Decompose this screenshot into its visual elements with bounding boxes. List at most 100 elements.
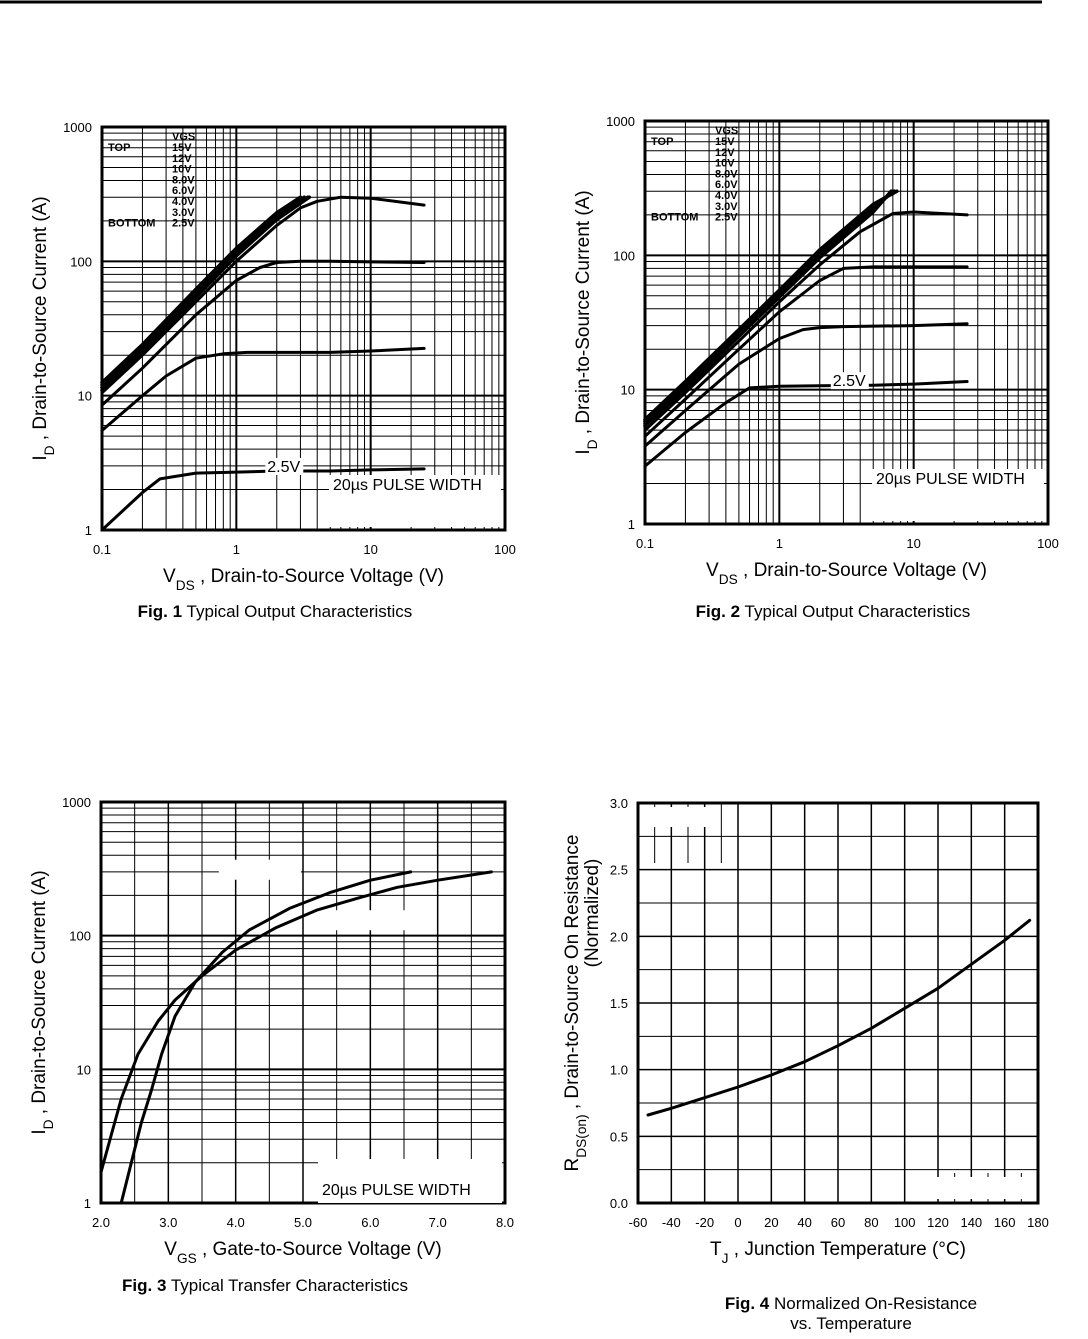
legend-entry: 6.0V [715, 179, 738, 191]
x-axis-label-sub: J [722, 1251, 729, 1266]
legend-entry: 10V [172, 164, 192, 176]
x-tick-label: 180 [1027, 1215, 1049, 1230]
caption-fig2-num: Fig. 2 [695, 602, 741, 621]
legend-top-label: TOP [108, 142, 130, 154]
legend-entry: 12V [715, 147, 735, 159]
x-tick-label: -20 [695, 1215, 714, 1230]
x-axis-label-main: T [710, 1239, 722, 1260]
grid [645, 121, 1048, 524]
series-line-4 [643, 210, 969, 432]
x-tick-label: 5.0 [294, 1215, 312, 1230]
y-axis-label-rest: , Drain-to-Source Current (A) [29, 870, 50, 1119]
chart-fig3: 2.0 3.0 4.0 5.0 6.0 7.0 8.0 1 10 100 1000 VGS , Gat… [29, 795, 514, 1266]
x-axis-label-sub: DS [719, 572, 738, 587]
x-tick-label: 3.0 [159, 1215, 177, 1230]
y-tick-label: 1 [628, 517, 635, 532]
y-tick-label: 100 [70, 254, 92, 269]
x-tick-label: 60 [831, 1215, 845, 1230]
plot-frame [643, 119, 1050, 526]
legend-bottom-label: BOTTOM [108, 218, 155, 230]
series-line-5 [100, 259, 426, 407]
grid [638, 803, 1038, 1203]
caption-fig1-num: Fig. 1 [137, 602, 183, 621]
y-tick-label: 0.0 [610, 1196, 628, 1211]
y-tick-label: 2.0 [610, 929, 628, 944]
plot-frame [636, 801, 1040, 1205]
x-tick-label: 0 [734, 1215, 741, 1230]
y-axis-label: ID , Drain-to-Source Current (A) [30, 196, 57, 460]
x-axis-label-main: V [163, 566, 176, 587]
grid [102, 127, 505, 530]
x-tick-label: 40 [797, 1215, 811, 1230]
x-tick-label: 2.0 [92, 1215, 110, 1230]
tj25-label-bg [218, 859, 301, 880]
y-tick-label: 10 [77, 1062, 91, 1077]
y-axis-label-main: I [29, 1129, 50, 1134]
pulse-box-bg [872, 469, 1044, 521]
legend-entry: 15V [715, 136, 735, 148]
x-tick-label: 20 [764, 1215, 778, 1230]
pulse-box-bg [329, 475, 501, 527]
caption-fig4-text: Normalized On-Resistance [774, 1294, 978, 1313]
x-tick-label: -40 [662, 1215, 681, 1230]
caption-fig1-text: Typical Output Characteristics [186, 602, 413, 621]
caption-fig2-text: Typical Output Characteristics [744, 602, 971, 621]
curve-label-bg [830, 372, 869, 390]
x-tick-label: 0.1 [636, 536, 654, 551]
legend-entry: 4.0V [715, 190, 738, 202]
x-axis-label: VDS , Drain-to-Source Voltage (V) [706, 560, 987, 587]
y-tick-label: 10 [78, 389, 92, 404]
x-axis-label-main: V [706, 560, 719, 581]
x-tick-label: 7.0 [429, 1215, 447, 1230]
caption-fig1: Fig. 1 Typical Output Characteristics [40, 602, 510, 622]
legend-entry: 8.0V [715, 168, 738, 180]
caption-fig3-text: Typical Transfer Characteristics [170, 1276, 408, 1295]
y-axis-label-sub: D [42, 445, 57, 455]
x-tick-label: 6.0 [361, 1215, 379, 1230]
y-tick-label: 1 [85, 523, 92, 538]
x-tick-label: 8.0 [496, 1215, 514, 1230]
legend-entry: 10V [715, 158, 735, 170]
x-tick-label: 120 [927, 1215, 949, 1230]
series-line-1 [99, 870, 493, 1174]
y-tick-label: 1 [84, 1196, 91, 1211]
x-axis-label-rest: , Drain-to-Source Voltage (V) [738, 560, 987, 581]
plot-frame [99, 800, 507, 1205]
tj175-label-bg [323, 910, 419, 931]
series-line-3 [643, 189, 893, 428]
y-axis-label-sub: D [585, 439, 600, 449]
x-tick-label: 80 [864, 1215, 878, 1230]
plot-frame [100, 125, 507, 532]
caption-fig2: Fig. 2 Typical Output Characteristics [598, 602, 1068, 622]
y-axis-label: ID , Drain-to-Source Current (A) [29, 870, 56, 1134]
legend-entry: 8.0V [172, 174, 195, 186]
y-tick-label: 1.5 [610, 996, 628, 1011]
curve-label-2v5: 2.5V [833, 373, 866, 390]
x-axis-label-sub: GS [177, 1251, 197, 1266]
caption-fig4-line2: vs. Temperature [790, 1314, 912, 1333]
y-axis-label-rest: , Drain-to-Source Current (A) [30, 196, 51, 445]
x-axis-label: VGS , Gate-to-Source Voltage (V) [164, 1239, 441, 1266]
id-label-bg [642, 807, 718, 827]
x-tick-label: 1 [233, 542, 240, 557]
legend-entry: 4.0V [172, 196, 195, 208]
caption-fig3-num: Fig. 3 [122, 1276, 167, 1295]
x-axis-label: VDS , Drain-to-Source Voltage (V) [163, 566, 444, 593]
series-line-7 [643, 380, 969, 468]
y-axis-label-rest: , Drain-to-Source On Resistance [562, 835, 583, 1115]
series-line-6 [643, 322, 969, 448]
pulse-box-bg [318, 1159, 502, 1203]
y-tick-label: 1000 [63, 120, 92, 135]
grid [101, 802, 505, 1203]
y-axis-label-rest: , Drain-to-Source Current (A) [573, 190, 594, 439]
caption-fig4: Fig. 4 Normalized On-Resistance vs. Temp… [616, 1294, 1086, 1334]
y-axis-label-line2: (Normalized) [582, 859, 603, 968]
x-axis-label-rest: , Drain-to-Source Voltage (V) [195, 566, 444, 587]
y-axis-label-main: R [562, 1158, 583, 1172]
y-axis-label-main: I [573, 449, 594, 454]
legend-entry: 3.0V [715, 201, 738, 213]
x-tick-label: -60 [629, 1215, 648, 1230]
x-tick-label: 100 [1037, 536, 1059, 551]
x-tick-label: 0.1 [93, 542, 111, 557]
